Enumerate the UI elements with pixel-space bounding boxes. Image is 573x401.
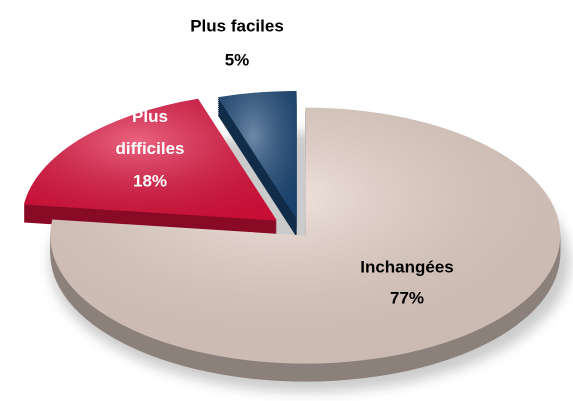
slice-shade [50,107,561,364]
slice-shade [217,90,297,219]
slice-shade [23,98,277,221]
slice-label: Inchangées [360,257,454,276]
value-label: 5% [225,50,250,69]
label-line: difficiles [116,139,185,158]
value-label: 18% [133,171,167,190]
label-line: Plus [132,107,168,126]
slice-label: Plus faciles [190,16,284,35]
slice-label: Plus difficiles [116,107,185,158]
value-label: 77% [390,288,424,307]
